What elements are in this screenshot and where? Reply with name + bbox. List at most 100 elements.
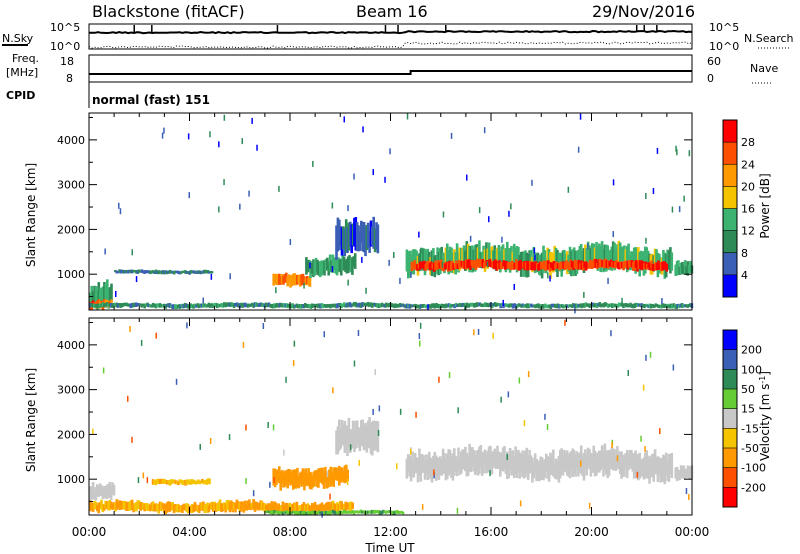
echo-cell [126,270,130,274]
echo-cell [171,270,175,274]
echo-cell [375,222,378,250]
echo-cell [355,302,359,308]
echo-speck [115,291,117,297]
echo-cell [108,481,112,498]
echo-speck [410,448,412,455]
colorbar-frame [722,329,738,508]
echo-cell [627,454,630,471]
echo-cell [613,303,617,308]
echo-cell [89,486,92,502]
echo-cell [371,509,374,514]
echo-speck [146,477,149,484]
echo-cell [97,303,100,309]
echo-cell [89,292,92,310]
echo-cell [177,270,180,274]
echo-cell [259,302,262,307]
echo-cell [283,470,287,487]
echo-region [89,279,113,310]
echo-cell [428,263,432,271]
echo-cell [434,455,438,481]
echo-region [405,240,674,279]
echo-cell [512,456,516,479]
echo-cell [302,304,306,309]
echo-speck [393,252,395,258]
echo-cell [465,452,469,477]
echo-cell [509,303,512,307]
echo-cell [547,457,551,482]
y-tick-label: 3000 [57,384,85,397]
echo-cell [277,511,280,515]
echo-cell [174,270,177,274]
echo-cell [484,260,487,267]
echo-cell [461,248,464,269]
echo-cell [270,501,274,512]
echo-cell [340,303,343,309]
echo-cell [555,304,558,309]
echo-speck [175,378,178,385]
echo-cell [483,249,487,272]
echo-cell [382,303,385,307]
echo-cell [140,502,144,510]
echo-speck [567,186,570,193]
echo-cell [447,303,451,308]
echo-cell [393,303,396,309]
echo-cell [440,459,443,476]
echo-cell [294,304,297,308]
echo-cell [266,510,269,514]
echo-cell [410,304,413,308]
echo-cell [343,504,346,512]
echo-cell [664,303,667,308]
echo-cell [338,219,341,251]
echo-cell [464,302,468,307]
echo-region [114,269,214,275]
echo-speck [420,247,422,254]
echo-cell [380,510,384,514]
echo-cell [149,304,152,308]
echo-cell [336,303,339,309]
echo-cell [345,502,349,510]
echo-cell [305,473,309,487]
echo-speck [688,150,691,157]
echo-cell [278,505,282,513]
echo-cell [130,302,134,308]
echo-cell [327,511,331,515]
echo-cell [336,426,340,455]
echo-cell [303,471,306,491]
echo-cell [418,304,421,309]
echo-cell [429,457,432,480]
echo-cell [331,500,335,511]
echo-cell [637,303,641,307]
power-colorbar-label: Power [dB] [758,173,772,238]
echo-cell [286,469,289,489]
echo-cell [476,450,480,476]
echo-cell [112,502,116,509]
echo-cell [179,271,183,274]
echo-cell [449,303,452,309]
echo-speck [389,148,391,155]
echo-cell [609,259,613,267]
echo-cell [101,503,105,513]
echo-cell [224,302,227,308]
echo-cell [202,501,205,511]
echo-cell [330,260,333,273]
echo-cell [160,271,163,275]
echo-cell [435,262,439,270]
echo-speck [241,138,243,145]
echo-cell [287,511,290,515]
echo-cell [111,503,114,510]
echo-cell [281,511,285,515]
echo-cell [561,263,564,269]
echo-cell [107,303,110,307]
echo-cell [498,260,501,269]
echo-cell [511,251,515,268]
echo-cell [218,304,222,308]
echo-cell [508,248,512,273]
echo-cell [165,480,169,485]
echo-cell [454,302,458,307]
colorbar-tick-label: 16 [741,203,755,216]
echo-cell [486,450,489,473]
echo-cell [565,260,568,269]
echo-cell [432,455,435,475]
echo-cell [301,511,304,515]
echo-cell [171,304,174,310]
